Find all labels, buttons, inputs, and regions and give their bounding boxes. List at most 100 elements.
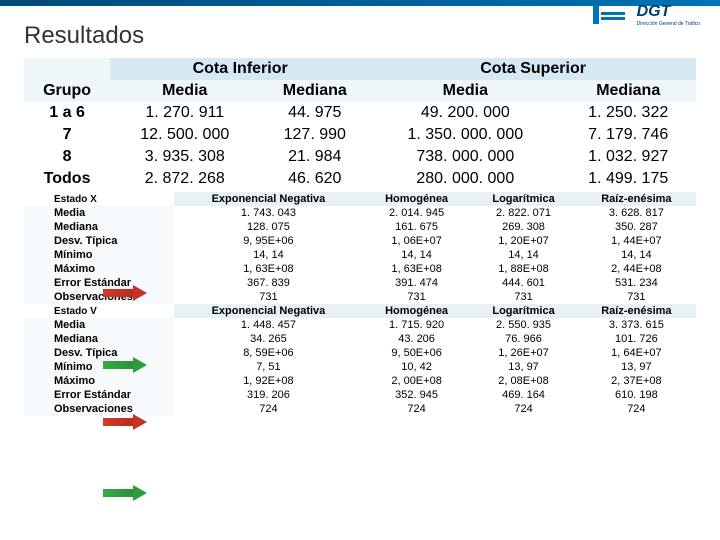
- cell: 444. 601: [470, 276, 576, 290]
- row-label: Máximo: [24, 262, 174, 276]
- cell: 1, 92E+08: [174, 374, 363, 388]
- cell: 9, 50E+06: [363, 346, 470, 360]
- cell: 1, 64E+07: [577, 346, 696, 360]
- cell: 14, 14: [174, 248, 363, 262]
- state-header: Estado X: [24, 192, 174, 206]
- cell: 49. 200. 000: [370, 102, 560, 124]
- table-row: Todos2. 872. 26846. 620280. 000. 0001. 4…: [24, 168, 696, 190]
- cell: 731: [363, 290, 470, 304]
- col-cota-superior: Cota Superior: [370, 58, 696, 80]
- cell: 76. 966: [470, 332, 576, 346]
- cell: 101. 726: [577, 332, 696, 346]
- cell: 1. 350. 000. 000: [370, 124, 560, 146]
- cell: 12. 500. 000: [110, 124, 259, 146]
- dist-header: Raíz-enésima: [577, 192, 696, 206]
- cell: 128. 075: [174, 220, 363, 234]
- logo-text: DGT: [637, 3, 700, 21]
- cell: 46. 620: [259, 168, 370, 190]
- cell: 3. 373. 615: [577, 318, 696, 332]
- cell: 8: [24, 146, 110, 168]
- arrow-red-1: [103, 285, 153, 301]
- cell: 7, 51: [174, 360, 363, 374]
- cell: 7: [24, 124, 110, 146]
- col-mediana-sup: Mediana: [560, 80, 696, 102]
- cell: 731: [577, 290, 696, 304]
- cell: 1. 448. 457: [174, 318, 363, 332]
- cell: 14, 14: [363, 248, 470, 262]
- row-label: Mínimo: [24, 248, 174, 262]
- table-row: Mediana34. 26543. 20676. 966101. 726: [24, 332, 696, 346]
- logo: DGT Dirección General de Tráfico: [593, 2, 700, 28]
- cell: 2, 44E+08: [577, 262, 696, 276]
- cell: 2. 822. 071: [470, 206, 576, 220]
- cell: 724: [577, 402, 696, 416]
- cell: 731: [174, 290, 363, 304]
- cell: 731: [470, 290, 576, 304]
- cell: 2, 08E+08: [470, 374, 576, 388]
- table-row: 83. 935. 30821. 984738. 000. 0001. 032. …: [24, 146, 696, 168]
- dist-header: Exponencial Negativa: [174, 192, 363, 206]
- cell: 724: [363, 402, 470, 416]
- cell: 44. 975: [259, 102, 370, 124]
- cell: 10, 42: [363, 360, 470, 374]
- cell: 14, 14: [470, 248, 576, 262]
- table-row: 1 a 61. 270. 91144. 97549. 200. 0001. 25…: [24, 102, 696, 124]
- cell: 161. 675: [363, 220, 470, 234]
- row-label: Media: [24, 206, 174, 220]
- table-row: Error Estándar319. 206352. 945469. 16461…: [24, 388, 696, 402]
- cell: 531. 234: [577, 276, 696, 290]
- cell: 367. 839: [174, 276, 363, 290]
- cell: 43. 206: [363, 332, 470, 346]
- dgt-icon: [593, 2, 633, 28]
- cell: 280. 000. 000: [370, 168, 560, 190]
- cell: 1, 20E+07: [470, 234, 576, 248]
- cell: 1, 26E+07: [470, 346, 576, 360]
- cell: 1. 250. 322: [560, 102, 696, 124]
- cell: 9, 95E+06: [174, 234, 363, 248]
- dist-header: Exponencial Negativa: [174, 304, 363, 318]
- cell: 14, 14: [577, 248, 696, 262]
- cell: 352. 945: [363, 388, 470, 402]
- cell: 269. 308: [470, 220, 576, 234]
- row-label: Error Estándar: [24, 388, 174, 402]
- dist-header: Homogénea: [363, 304, 470, 318]
- arrow-green-2: [103, 485, 153, 501]
- row-label: Mediana: [24, 220, 174, 234]
- cell: 319. 206: [174, 388, 363, 402]
- cell: 1, 63E+08: [363, 262, 470, 276]
- cell: 2. 550. 935: [470, 318, 576, 332]
- cell: 1, 63E+08: [174, 262, 363, 276]
- table-row: Mediana128. 075161. 675269. 308350. 287: [24, 220, 696, 234]
- cell: 13, 97: [577, 360, 696, 374]
- cell: 2, 37E+08: [577, 374, 696, 388]
- cell: 2, 00E+08: [363, 374, 470, 388]
- table-row: Mínimo14, 1414, 1414, 1414, 14: [24, 248, 696, 262]
- cell: 13, 97: [470, 360, 576, 374]
- cell: 350. 287: [577, 220, 696, 234]
- row-label: Máximo: [24, 374, 174, 388]
- dist-header: Raíz-enésima: [577, 304, 696, 318]
- detail-table: Estado XExponencial NegativaHomogéneaLog…: [24, 192, 696, 416]
- cell: 1, 06E+07: [363, 234, 470, 248]
- col-mediana-inf: Mediana: [259, 80, 370, 102]
- col-media-sup: Media: [370, 80, 560, 102]
- table-row: Máximo1, 92E+082, 00E+082, 08E+082, 37E+…: [24, 374, 696, 388]
- table-row: 712. 500. 000127. 9901. 350. 000. 0007. …: [24, 124, 696, 146]
- col-cota-inferior: Cota Inferior: [110, 58, 370, 80]
- cell: 34. 265: [174, 332, 363, 346]
- row-label: Mediana: [24, 332, 174, 346]
- cell: 1, 88E+08: [470, 262, 576, 276]
- cell: 8, 59E+06: [174, 346, 363, 360]
- cell: 724: [174, 402, 363, 416]
- cell: 1, 44E+07: [577, 234, 696, 248]
- cell: 738. 000. 000: [370, 146, 560, 168]
- row-label: Desv. Típica: [24, 234, 174, 248]
- summary-table: Cota Inferior Cota Superior Grupo Media …: [24, 58, 696, 190]
- cell: 3. 935. 308: [110, 146, 259, 168]
- state-header: Estado V: [24, 304, 174, 318]
- table-row: Media1. 448. 4571. 715. 9202. 550. 9353.…: [24, 318, 696, 332]
- col-media-inf: Media: [110, 80, 259, 102]
- cell: 127. 990: [259, 124, 370, 146]
- arrow-green-1: [103, 357, 153, 373]
- cell: 1. 715. 920: [363, 318, 470, 332]
